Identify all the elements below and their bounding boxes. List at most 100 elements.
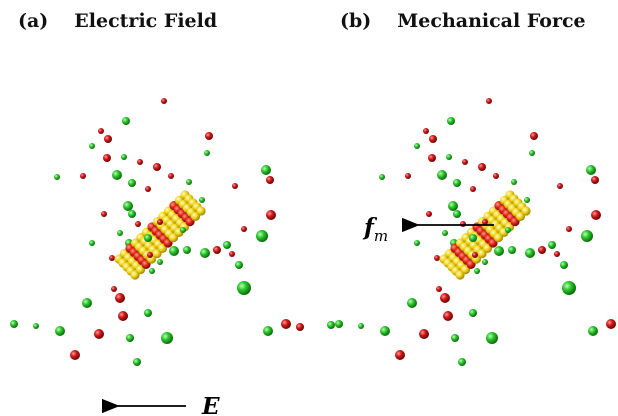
panel-a-anion bbox=[103, 154, 111, 162]
panel-b-cation bbox=[414, 240, 420, 246]
panel-b-anion bbox=[591, 210, 601, 220]
panel-a-anion bbox=[101, 211, 107, 217]
panel-a-anion bbox=[147, 252, 153, 258]
force-subscript: m bbox=[374, 227, 388, 245]
panel-b-anion bbox=[478, 163, 486, 171]
panel-b-title: (b) Mechanical Force bbox=[340, 10, 586, 32]
panel-a-cation bbox=[133, 358, 141, 366]
panel-b-cation bbox=[494, 246, 504, 256]
panel-a-anion bbox=[98, 128, 104, 134]
panel-a-cation bbox=[123, 201, 133, 211]
panel-b-cation bbox=[380, 326, 390, 336]
panel-a-cation bbox=[237, 281, 251, 295]
panel-a-cation bbox=[183, 246, 191, 254]
panel-a-anion bbox=[157, 219, 163, 225]
panel-b-anion bbox=[470, 186, 476, 192]
panel-a-cation bbox=[223, 241, 231, 249]
panel-a-cation bbox=[157, 259, 163, 265]
panel-a-cation bbox=[180, 227, 186, 233]
panel-b-anion bbox=[566, 226, 572, 232]
panel-b-nanotube-atom bbox=[521, 206, 531, 216]
panel-a-cation bbox=[235, 261, 243, 269]
panel-b-cation bbox=[414, 143, 420, 149]
panel-a-cation bbox=[89, 143, 95, 149]
panel-b-cation bbox=[505, 227, 511, 233]
panel-b-anion bbox=[538, 246, 546, 254]
panel-a-cation bbox=[33, 323, 39, 329]
panel-b-anion bbox=[395, 350, 405, 360]
panel-a-anion bbox=[70, 350, 80, 360]
panel-b-cation bbox=[451, 334, 459, 342]
panel-b-anion bbox=[405, 173, 411, 179]
panel-a-anion bbox=[229, 251, 235, 257]
panel-b-cation bbox=[453, 179, 461, 187]
panel-a-anion bbox=[232, 183, 238, 189]
panel-b-cation bbox=[358, 323, 364, 329]
panel-a-anion bbox=[205, 132, 213, 140]
panel-b-cation bbox=[469, 309, 477, 317]
panel-a-anion bbox=[296, 323, 304, 331]
panel-b-cation bbox=[458, 358, 466, 366]
panel-a-anion bbox=[266, 210, 276, 220]
panel-b-anion bbox=[554, 251, 560, 257]
panel-a-cation bbox=[55, 326, 65, 336]
panel-b-anion bbox=[429, 135, 437, 143]
panel-b-cation bbox=[562, 281, 576, 295]
panel-b-anion bbox=[472, 252, 478, 258]
panel-a-cation bbox=[186, 179, 192, 185]
panel-a-cation bbox=[128, 179, 136, 187]
panel-b-cation bbox=[437, 170, 447, 180]
panel-b-tag: (b) bbox=[340, 10, 372, 32]
panel-b-cation bbox=[448, 201, 458, 211]
panel-b-cation bbox=[446, 154, 452, 160]
panel-a-anion bbox=[135, 221, 141, 227]
panel-b-anion bbox=[557, 183, 563, 189]
panel-a-cation bbox=[144, 234, 152, 242]
panel-b-anion bbox=[493, 173, 499, 179]
panel-a-anion bbox=[109, 255, 115, 261]
panel-a-cation bbox=[161, 332, 173, 344]
panel-b-cation bbox=[482, 259, 488, 265]
panel-a-anion bbox=[80, 173, 86, 179]
panel-a-cation bbox=[121, 154, 127, 160]
panel-a-cation bbox=[82, 298, 92, 308]
panel-b-cation bbox=[442, 230, 448, 236]
panel-a-cation bbox=[54, 174, 60, 180]
panel-a-anion bbox=[266, 176, 274, 184]
panel-a-cation bbox=[261, 165, 271, 175]
panel-b-cation bbox=[588, 326, 598, 336]
panel-a-cation bbox=[112, 170, 122, 180]
panel-b-anion bbox=[434, 255, 440, 261]
panel-a-cation bbox=[144, 309, 152, 317]
panel-b-anion bbox=[436, 286, 442, 292]
panel-b-cation bbox=[525, 248, 535, 258]
panel-a-cation bbox=[169, 246, 179, 256]
panel-b-cation bbox=[486, 332, 498, 344]
panel-a-cation bbox=[10, 320, 18, 328]
panel-a-cation bbox=[117, 230, 123, 236]
panel-a-cation bbox=[126, 334, 134, 342]
panel-b-anion bbox=[591, 176, 599, 184]
panel-b-cation bbox=[379, 174, 385, 180]
panel-b-anion bbox=[486, 98, 492, 104]
panel-a-anion bbox=[161, 98, 167, 104]
panel-a-anion bbox=[168, 173, 174, 179]
panel-a-cation bbox=[89, 240, 95, 246]
panel-b-anion bbox=[426, 211, 432, 217]
panel-a-cation bbox=[128, 210, 136, 218]
panel-b-cation bbox=[508, 246, 516, 254]
panel-a-cation bbox=[200, 248, 210, 258]
panel-a-anion bbox=[153, 163, 161, 171]
panel-a-cation bbox=[122, 117, 130, 125]
panel-b-cation bbox=[586, 165, 596, 175]
panel-a-anion bbox=[145, 186, 151, 192]
panel-a-anion bbox=[213, 246, 221, 254]
panel-b-cation bbox=[474, 268, 480, 274]
panel-b-cation bbox=[581, 230, 593, 242]
panel-a-tag: (a) bbox=[18, 10, 49, 32]
electric-field-symbol: E bbox=[201, 393, 220, 416]
panel-a-anion bbox=[115, 293, 125, 303]
panel-a-anion bbox=[94, 329, 104, 339]
mechanical-force-symbol: fm bbox=[362, 214, 388, 245]
